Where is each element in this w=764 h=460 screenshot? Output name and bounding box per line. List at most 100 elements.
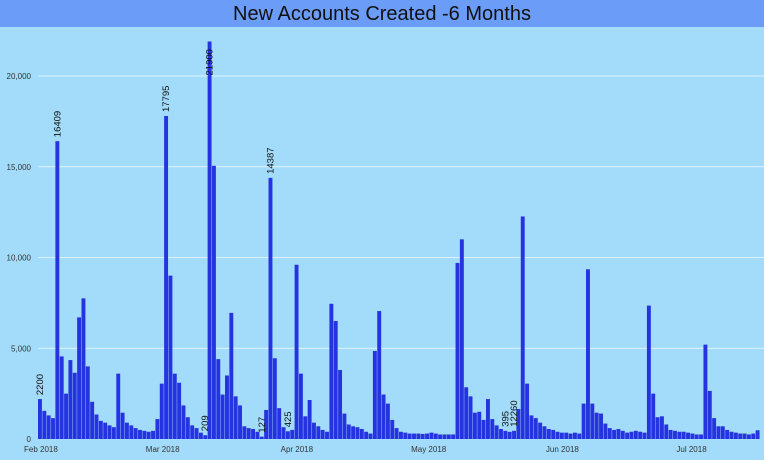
bar <box>320 429 325 439</box>
bar <box>316 426 321 439</box>
bar <box>198 432 203 439</box>
bar <box>407 433 412 439</box>
bar <box>516 409 521 439</box>
bar <box>668 429 673 439</box>
chart-title: New Accounts Created -6 Months <box>233 3 531 25</box>
bar <box>133 428 138 439</box>
bar <box>246 428 251 439</box>
bar <box>351 426 356 439</box>
data-label: 127 <box>257 417 268 433</box>
bar <box>690 433 695 439</box>
bar <box>755 430 760 439</box>
bar <box>111 427 116 439</box>
bar <box>616 429 621 439</box>
bar <box>81 298 86 439</box>
bar <box>285 431 290 439</box>
bar <box>564 432 569 439</box>
bar <box>64 393 69 440</box>
bar <box>185 417 190 439</box>
data-label: 395 <box>500 411 511 427</box>
bar <box>559 432 564 439</box>
bar <box>651 393 656 440</box>
bar <box>216 359 221 439</box>
bar <box>255 431 260 439</box>
bar <box>673 430 677 439</box>
bar <box>90 401 95 439</box>
data-label: 480 <box>0 27 16 30</box>
bar <box>238 405 242 439</box>
bar <box>168 275 173 439</box>
bar <box>620 430 625 439</box>
y-tick-label: 0 <box>27 435 32 444</box>
bar <box>586 269 590 439</box>
bar <box>390 419 395 439</box>
bar <box>703 344 708 439</box>
bar <box>720 426 725 439</box>
data-label: 209 <box>200 415 211 431</box>
bar <box>420 433 425 439</box>
bar <box>512 430 516 439</box>
bar <box>525 383 530 439</box>
bar <box>268 177 273 439</box>
bar <box>503 430 508 439</box>
bar <box>124 422 129 439</box>
x-tick-label: Jul 2018 <box>676 445 707 454</box>
bar <box>464 387 469 439</box>
bar <box>686 432 690 439</box>
bar <box>655 417 660 439</box>
bar <box>546 429 551 439</box>
bar <box>442 434 447 439</box>
bar <box>377 311 382 439</box>
y-tick-label: 10,000 <box>7 254 32 263</box>
bar <box>712 418 717 439</box>
data-label: 12260 <box>509 400 520 426</box>
bar <box>55 141 60 439</box>
bar <box>142 430 147 439</box>
bar <box>259 436 264 439</box>
bar <box>699 434 704 439</box>
data-label: 425 <box>283 411 294 427</box>
bar <box>468 396 473 439</box>
bar <box>242 426 247 439</box>
bar <box>164 116 169 440</box>
bar <box>551 429 556 439</box>
bar <box>438 434 443 439</box>
bar <box>159 383 164 439</box>
bar-chart: 0 5,000 10,000 15,000 20,000 Feb 2018 Mar 2018… <box>0 27 764 454</box>
bar <box>681 431 686 439</box>
bar <box>607 428 612 439</box>
bar <box>225 375 229 439</box>
bar <box>538 422 543 439</box>
bar <box>277 408 282 439</box>
bar <box>172 373 177 439</box>
data-label: 14387 <box>266 147 277 173</box>
x-tick-label: Apr 2018 <box>281 445 314 454</box>
bar <box>603 423 608 439</box>
bar <box>529 415 534 439</box>
bar <box>338 370 343 439</box>
bar <box>633 430 638 439</box>
bar <box>68 360 73 439</box>
bar <box>459 239 464 439</box>
y-tick-label: 15,000 <box>7 163 32 172</box>
bar <box>77 317 82 439</box>
bar <box>51 418 55 439</box>
bar <box>229 312 234 439</box>
bar <box>294 264 299 439</box>
bar <box>355 427 360 439</box>
bar <box>85 366 90 439</box>
bar <box>312 422 316 439</box>
bar <box>72 372 77 439</box>
data-label: 16409 <box>52 111 63 137</box>
bar <box>477 411 482 439</box>
bar <box>399 431 403 439</box>
bar <box>568 433 573 439</box>
bar <box>329 303 334 439</box>
bar <box>412 433 416 439</box>
bar <box>555 431 560 439</box>
bar <box>416 433 421 439</box>
bar <box>368 433 373 439</box>
bar <box>659 416 664 439</box>
bar <box>190 425 195 439</box>
bar <box>542 426 547 439</box>
